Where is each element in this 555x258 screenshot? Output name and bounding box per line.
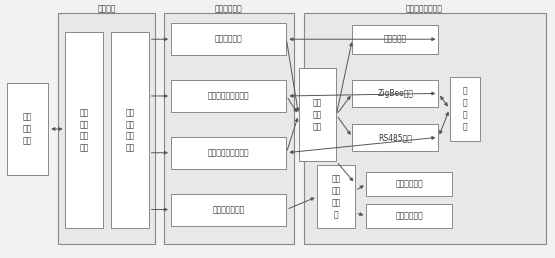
Text: 现场采集控制系统: 现场采集控制系统	[406, 5, 443, 13]
Text: 数据处理平台: 数据处理平台	[215, 5, 243, 13]
Text: 网络摄像头: 网络摄像头	[384, 35, 407, 44]
Bar	[171, 137, 286, 169]
Text: 传
感
器
组: 传 感 器 组	[462, 87, 467, 131]
Text: 种植
机电
控制
系统: 种植 机电 控制 系统	[80, 108, 89, 152]
Text: 农产品大棚当前数据: 农产品大棚当前数据	[208, 148, 250, 157]
Text: 继电
器控
制设
备: 继电 器控 制设 备	[332, 174, 341, 219]
Text: 种植
环境
分析
系统: 种植 环境 分析 系统	[125, 108, 134, 152]
Text: 自动浇灌系统: 自动浇灌系统	[395, 179, 423, 188]
Text: 监控中心: 监控中心	[97, 5, 116, 13]
Bar	[304, 13, 546, 244]
Bar	[111, 32, 149, 228]
Text: 农产品大棚历史数据: 农产品大棚历史数据	[208, 92, 250, 101]
Bar	[7, 83, 48, 175]
Text: RS485节点: RS485节点	[379, 133, 412, 142]
Bar	[299, 68, 336, 161]
Bar	[352, 124, 438, 151]
Text: 视频监测数据: 视频监测数据	[215, 35, 243, 44]
Bar	[366, 172, 452, 196]
Bar	[171, 80, 286, 112]
Text: 网络
传输
系统: 网络 传输 系统	[313, 99, 322, 131]
Bar	[317, 165, 355, 228]
Bar	[450, 77, 480, 141]
Text: 卷帘控制系统: 卷帘控制系统	[395, 212, 423, 221]
Text: ZigBee节点: ZigBee节点	[377, 89, 413, 98]
Bar	[171, 194, 286, 226]
Bar	[352, 25, 438, 54]
Bar	[58, 13, 155, 244]
Bar	[366, 204, 452, 228]
Bar	[65, 32, 103, 228]
Bar	[352, 80, 438, 107]
Text: 终端
显示
平台: 终端 显示 平台	[23, 113, 32, 145]
Text: 继电器控制数据: 继电器控制数据	[213, 205, 245, 214]
Bar	[164, 13, 294, 244]
Bar	[171, 23, 286, 55]
